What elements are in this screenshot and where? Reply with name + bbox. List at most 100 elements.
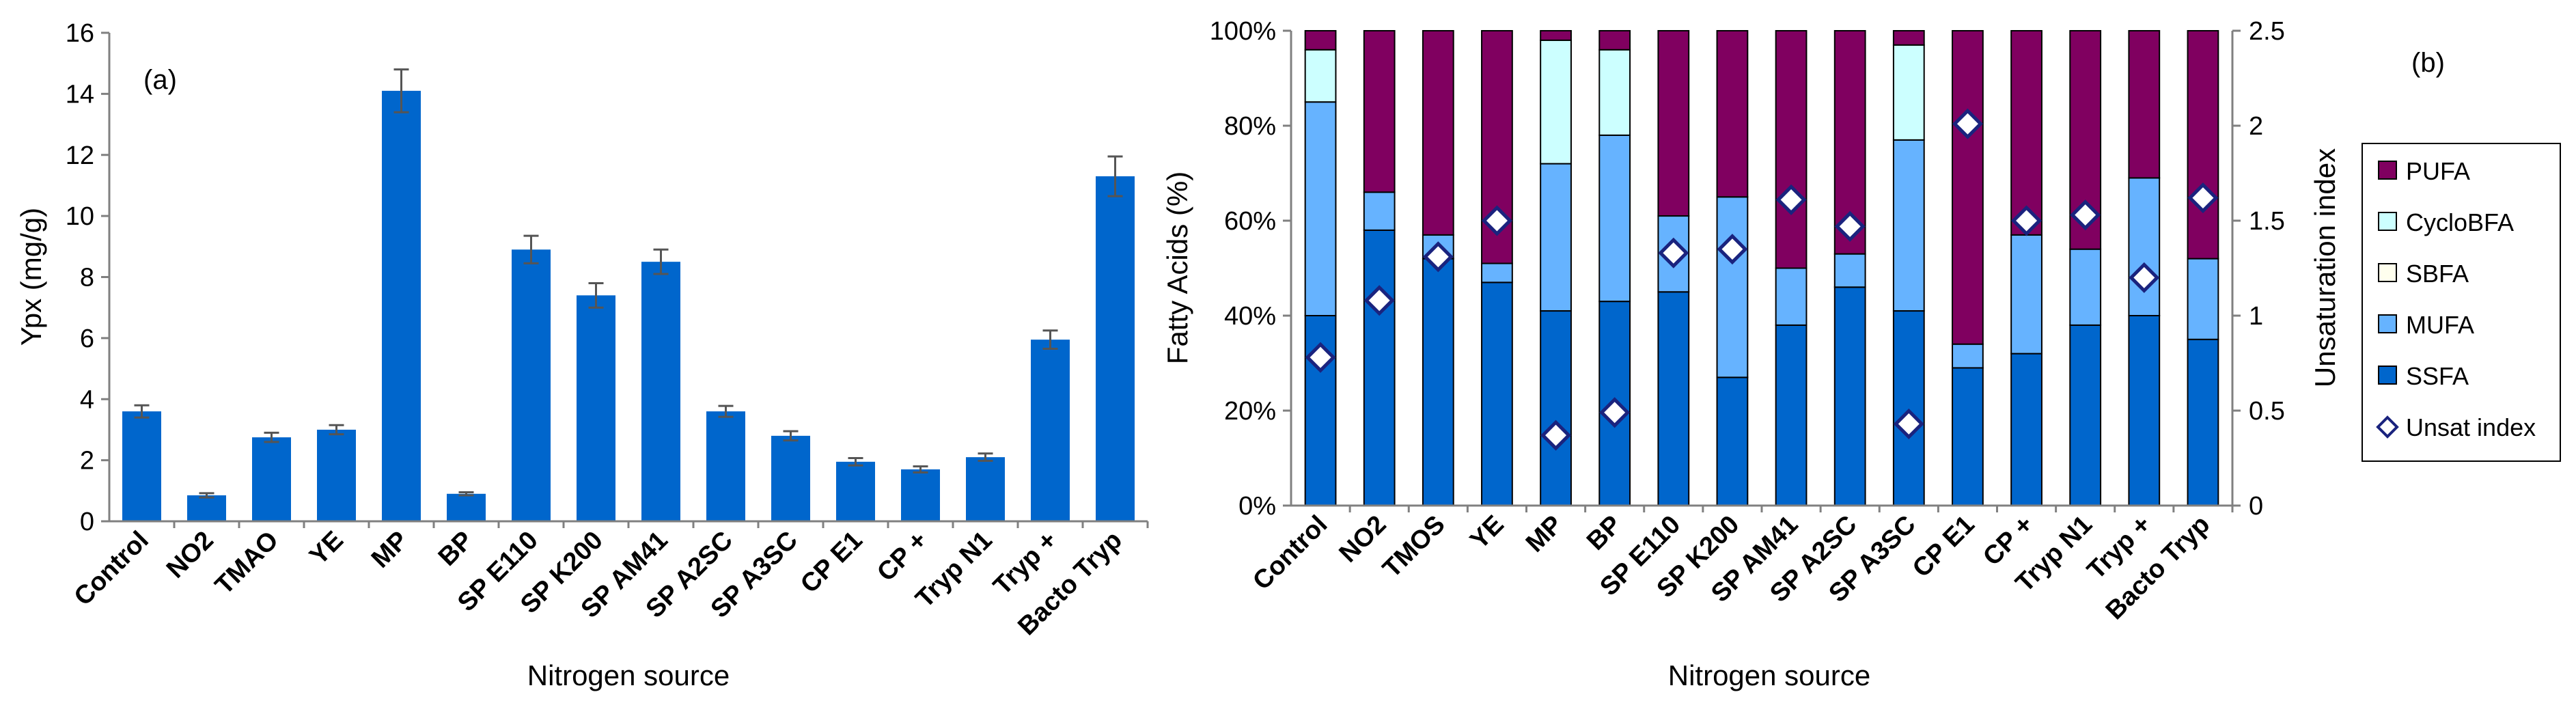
chart-b-segment-mufa-ye bbox=[1481, 262, 1513, 284]
chart-b-segment-mufa-tryp-n1 bbox=[2069, 248, 2102, 326]
chart-a-y-tick-label: 10 bbox=[66, 202, 94, 231]
legend-swatch-mufa bbox=[2378, 314, 2397, 333]
chart-a-bar-tryp bbox=[1031, 340, 1070, 521]
chart-a-panel-label: (a) bbox=[143, 65, 177, 95]
chart-b-segment-cyclobfa-bp bbox=[1598, 49, 1631, 136]
chart-b-segment-pufa-tryp bbox=[2128, 30, 2161, 179]
chart-b-segment-mufa-mp bbox=[1540, 163, 1572, 312]
chart-b-segment-ssfa-tryp bbox=[2128, 315, 2161, 506]
chart-a-bar-sp-a3sc bbox=[771, 435, 810, 521]
chart-b-unsat-point-sp-k200 bbox=[1717, 234, 1748, 265]
chart-a-x-tick-label: YE bbox=[304, 526, 349, 571]
chart-a-x-tick-label: Control bbox=[69, 526, 154, 611]
chart-b-x-tick-label: CP E1 bbox=[1907, 510, 1980, 583]
legend-label-ssfa: SSFA bbox=[2406, 362, 2469, 390]
chart-a-bar-sp-e110 bbox=[512, 249, 551, 521]
chart-b-unsat-point-ye bbox=[1481, 205, 1512, 236]
chart-a-bar-sp-am41 bbox=[641, 262, 680, 521]
chart-a-bars bbox=[122, 90, 1135, 521]
chart-b-unsat-point-control bbox=[1305, 342, 1336, 373]
chart-b-x-tick-label: YE bbox=[1465, 510, 1510, 555]
legend-label-cyclobfa: CycloBFA bbox=[2406, 208, 2514, 236]
chart-b-legend: PUFA CycloBFA SBFA MUFA SSFA Unsat index bbox=[2362, 143, 2561, 462]
chart-b-segment-mufa-sp-a2sc bbox=[1833, 253, 1866, 288]
chart-a-bar-tryp-n1 bbox=[966, 457, 1005, 521]
legend-label-mufa: MUFA bbox=[2406, 311, 2474, 339]
chart-a-bar-mp bbox=[382, 90, 421, 521]
chart-b-y-tick-label: 100% bbox=[1210, 17, 1276, 46]
chart-b-unsat-point-sp-am41 bbox=[1775, 184, 1807, 215]
chart-b-y2-tick-label: 1 bbox=[2249, 302, 2263, 331]
chart-b-segment-ssfa-ye bbox=[1481, 281, 1513, 506]
chart-a-bar-sp-k200 bbox=[577, 295, 615, 521]
chart-a-x-tick-label: TMAO bbox=[210, 526, 284, 601]
chart-b-unsat-point-no2 bbox=[1363, 285, 1395, 316]
chart-b-segment-pufa-bacto-tryp bbox=[2187, 30, 2219, 260]
legend-swatch-ssfa bbox=[2378, 366, 2397, 385]
chart-b-segment-mufa-sp-k200 bbox=[1716, 196, 1749, 378]
chart-b-segment-mufa-sp-a3sc bbox=[1892, 139, 1925, 312]
chart-b-segment-pufa-tmos bbox=[1422, 30, 1454, 236]
chart-b-segment-ssfa-tmos bbox=[1422, 258, 1454, 506]
chart-b-segment-mufa-tryp bbox=[2128, 177, 2161, 317]
chart-b: 0% 20% 40% 60% 80% 100% 0 0.5 1 1.5 2 2.5 Control N… bbox=[1161, 17, 2561, 691]
chart-a-y-tick-label: 14 bbox=[66, 80, 94, 109]
chart-a-bar-ye bbox=[317, 429, 356, 521]
chart-a-bar-control bbox=[122, 411, 161, 521]
chart-b-unsat-point-tryp bbox=[2129, 262, 2160, 293]
legend-label-pufa: PUFA bbox=[2406, 157, 2470, 185]
chart-b-segment-pufa-mp bbox=[1540, 30, 1572, 41]
chart-b-segment-cyclobfa-sp-a3sc bbox=[1892, 44, 1925, 141]
chart-b-unsat-points bbox=[1305, 108, 2219, 451]
chart-b-y2-axis: 0 0.5 1 1.5 2 2.5 bbox=[2232, 17, 2285, 521]
chart-b-segment-mufa-bacto-tryp bbox=[2187, 258, 2219, 340]
chart-b-unsat-point-tryp-n1 bbox=[2070, 199, 2101, 231]
chart-a-bar-sp-a2sc bbox=[706, 411, 745, 521]
chart-b-y2-tick-label: 1.5 bbox=[2249, 207, 2285, 236]
chart-b-unsat-point-tmos bbox=[1422, 241, 1454, 273]
chart-b-y-tick-label: 40% bbox=[1224, 302, 1276, 331]
chart-b-segment-ssfa-bacto-tryp bbox=[2187, 338, 2219, 506]
chart-a-bar-cp-e1 bbox=[836, 461, 875, 521]
chart-b-segment-ssfa-cp-e1 bbox=[1952, 367, 1984, 507]
chart-a-y-tick-label: 4 bbox=[80, 385, 94, 414]
legend-label-unsat-index: Unsat index bbox=[2406, 413, 2536, 441]
chart-a-bar-bp bbox=[447, 493, 486, 521]
chart-b-x-tick-label: BP bbox=[1581, 510, 1627, 556]
chart-b-y-tick-label: 80% bbox=[1224, 112, 1276, 141]
chart-b-y-axis: 0% 20% 40% 60% 80% 100% bbox=[1210, 17, 1291, 521]
legend-frame bbox=[2362, 143, 2561, 462]
chart-a-xlabel: Nitrogen source bbox=[527, 659, 730, 691]
chart-b-segment-mufa-bp bbox=[1598, 134, 1631, 303]
chart-a-y-tick-label: 12 bbox=[66, 141, 94, 170]
chart-b-x-tick-label: Control bbox=[1247, 510, 1333, 596]
chart-b-segment-cyclobfa-mp bbox=[1540, 39, 1572, 165]
legend-swatch-pufa bbox=[2378, 161, 2397, 180]
chart-a-x-tick-label: CP E1 bbox=[795, 526, 868, 599]
chart-b-y-tick-label: 0% bbox=[1238, 492, 1276, 521]
chart-b-unsat-point-cp-e1 bbox=[1952, 108, 1983, 139]
chart-b-x-tick-label: MP bbox=[1521, 510, 1568, 558]
chart-b-segment-pufa-sp-a3sc bbox=[1892, 30, 1925, 46]
chart-b-unsat-point-sp-a3sc bbox=[1893, 408, 1924, 439]
chart-b-y2-tick-label: 2.5 bbox=[2249, 17, 2285, 46]
chart-a-error-bars bbox=[134, 68, 1123, 499]
chart-b-y2label: Unsaturation index bbox=[2309, 148, 2341, 387]
chart-b-unsat-point-sp-e110 bbox=[1658, 237, 1689, 268]
chart-b-y-tick-label: 20% bbox=[1224, 397, 1276, 426]
chart-a-y-tick-label: 8 bbox=[80, 264, 94, 292]
chart-b-segment-pufa-control bbox=[1304, 30, 1337, 51]
legend-marker-unsat-index bbox=[2376, 415, 2399, 439]
chart-b-segment-pufa-sp-e110 bbox=[1657, 30, 1690, 217]
chart-b-bars bbox=[1304, 30, 2219, 507]
chart-b-unsat-point-sp-a2sc bbox=[1834, 210, 1866, 242]
chart-b-segment-pufa-bp bbox=[1598, 30, 1631, 51]
chart-a-y-tick-label: 6 bbox=[80, 325, 94, 353]
chart-b-unsat-point-bacto-tryp bbox=[2187, 182, 2219, 214]
chart-b-segment-pufa-sp-am41 bbox=[1775, 30, 1808, 269]
chart-a-y-axis: 0 2 4 6 8 10 12 14 16 bbox=[66, 19, 109, 536]
chart-b-unsat-point-cp bbox=[2011, 205, 2042, 236]
